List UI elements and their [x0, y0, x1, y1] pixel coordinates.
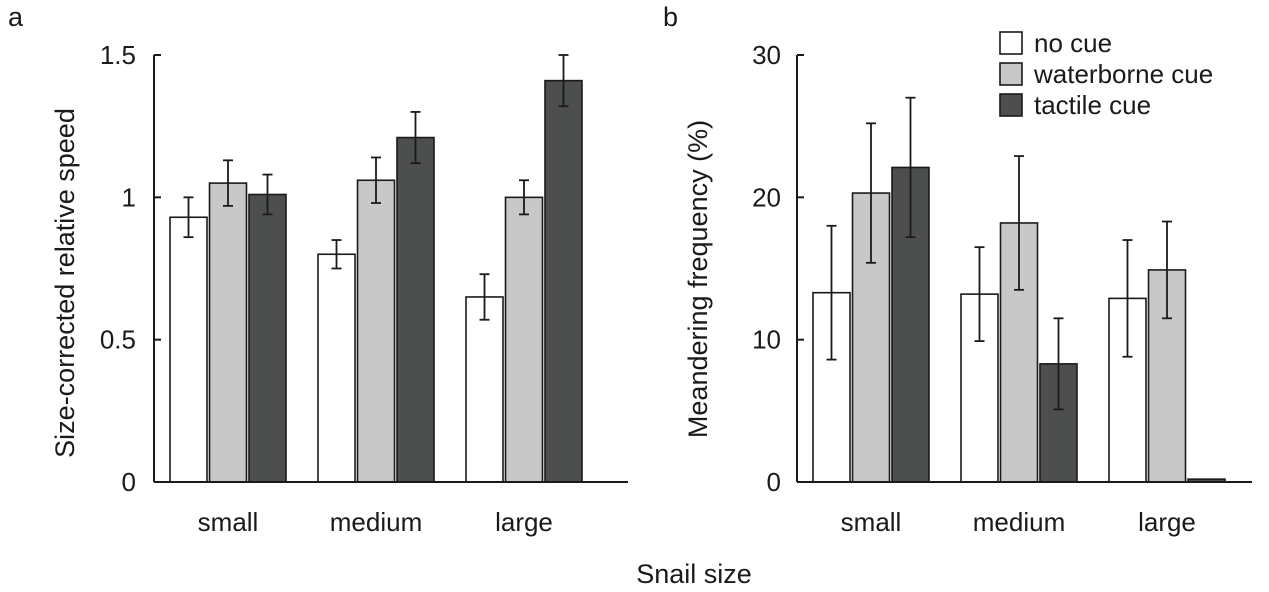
- panel-b-chart: b Meandering frequency (%) small medium la…: [663, 2, 1252, 537]
- legend-swatch-no-cue: [999, 31, 1023, 55]
- panel-b-error-bar-medium-waterborne-cue: [1014, 155, 1024, 291]
- panel-a-bar-large-waterborne-cue: [504, 196, 544, 483]
- legend-label-tactile-cue: tactile cue: [1034, 90, 1151, 120]
- panel-a-bar-medium-no-cue: [317, 253, 356, 483]
- panel-a-error-bar-medium-tactile-cue: [410, 111, 421, 165]
- panel-a-error-bar-large-no-cue: [479, 273, 490, 321]
- panel-a-bar-small-no-cue: [169, 216, 208, 483]
- panel-a-ylabel: Size-corrected relative speed: [50, 108, 80, 458]
- panel-b-error-bar-medium-no-cue: [974, 246, 985, 342]
- panel-a-bar-medium-waterborne-cue: [356, 179, 396, 483]
- panel-b-y-tick-label-3: 30: [752, 40, 781, 70]
- panel-b-error-bar-small-waterborne-cue: [866, 122, 876, 264]
- panel-a-bar-large-no-cue: [465, 296, 504, 483]
- panel-b-category-label-medium: medium: [973, 507, 1065, 537]
- panel-b-marks: small medium large 0 10 20 30: [752, 40, 1252, 537]
- panel-b-y-tick-label-2: 20: [752, 182, 781, 212]
- panel-a-error-bar-large-waterborne-cue: [519, 179, 529, 216]
- panel-a-bar-small-tactile-cue: [248, 193, 287, 483]
- panel-a-error-bar-medium-no-cue: [331, 239, 342, 270]
- panel-a-category-label-small: small: [198, 507, 259, 537]
- legend-label-waterborne-cue: waterborne cue: [1033, 59, 1213, 89]
- panel-b-y-tick-label-1: 10: [752, 325, 781, 355]
- panel-a-bar-small-waterborne-cue: [208, 182, 248, 483]
- panel-a-error-bar-small-tactile-cue: [262, 173, 273, 216]
- panel-a-marks: small medium large 0 0.5 1 1.5: [100, 40, 628, 537]
- panel-b-ylabel: Meandering frequency (%): [683, 120, 713, 438]
- panel-b-error-bar-small-no-cue: [826, 224, 837, 361]
- legend-swatch-waterborne-cue: [999, 62, 1023, 86]
- panel-a-bar-medium-tactile-cue: [396, 136, 435, 483]
- panel-a-letter: a: [8, 2, 24, 32]
- panel-b-error-bar-large-no-cue: [1122, 239, 1133, 358]
- panel-a-error-bar-medium-waterborne-cue: [371, 156, 381, 204]
- panel-a-bar-large-tactile-cue: [544, 79, 583, 483]
- panel-a-y-tick-label-3: 1.5: [100, 40, 136, 70]
- shared-x-axis-title: Snail size: [636, 559, 752, 589]
- panel-a-error-bar-large-tactile-cue: [558, 54, 569, 108]
- panel-b-letter: b: [663, 2, 678, 32]
- panel-b-category-label-small: small: [841, 507, 902, 537]
- panel-a-y-tick-label-2: 1: [122, 182, 136, 212]
- panel-b-category-label-large: large: [1138, 507, 1196, 537]
- legend-swatch-tactile-cue: [999, 93, 1023, 117]
- panel-b-error-bar-large-waterborne-cue: [1162, 220, 1172, 320]
- panel-a-chart: a Size-corrected relative speed small med…: [8, 2, 628, 537]
- legend-label-no-cue: no cue: [1034, 28, 1112, 58]
- panel-a-y-tick-label-1: 0.5: [100, 325, 136, 355]
- panel-b-error-bar-medium-tactile-cue: [1053, 317, 1064, 411]
- panel-b-y-tick-label-0: 0: [767, 467, 781, 497]
- panel-a-y-tick-label-0: 0: [122, 467, 136, 497]
- panel-a-error-bar-small-waterborne-cue: [223, 159, 233, 207]
- panel-a-error-bar-small-no-cue: [183, 196, 194, 239]
- panel-b-error-bar-small-tactile-cue: [905, 96, 916, 239]
- panel-a-category-label-large: large: [495, 507, 553, 537]
- panel-a-category-label-medium: medium: [330, 507, 422, 537]
